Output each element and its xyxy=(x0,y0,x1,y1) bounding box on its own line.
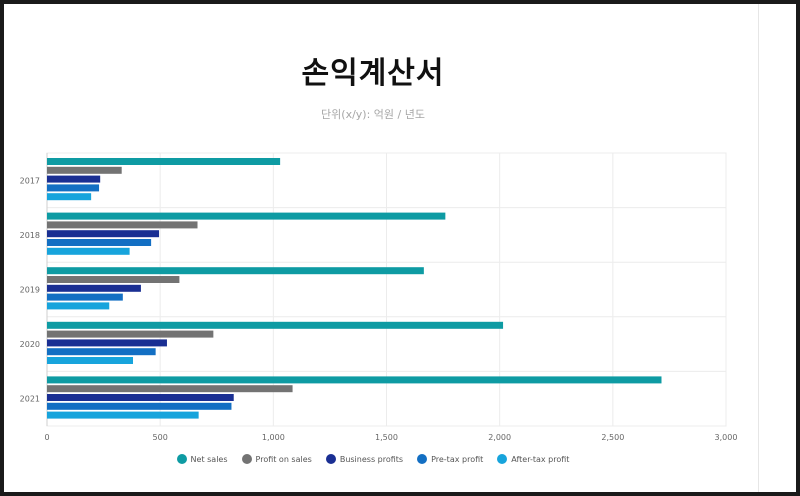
bar-profit-on-sales xyxy=(47,385,293,393)
bar-profit-on-sales xyxy=(47,221,198,229)
bar-business-profits xyxy=(47,284,141,292)
bar-pre-tax-profit xyxy=(47,184,100,192)
bar-business-profits xyxy=(47,230,160,238)
y-tick-label: 2018 xyxy=(20,231,40,240)
bar-business-profits xyxy=(47,394,234,401)
bar-profit-on-sales xyxy=(47,166,122,174)
chart-subtitle: 단위(x/y): 억원 / 년도 xyxy=(321,108,425,121)
legend-label: Profit on sales xyxy=(255,454,312,464)
legend-swatch xyxy=(417,454,428,464)
legend-item[interactable]: After-tax profit xyxy=(497,454,569,464)
bar-after-tax-profit xyxy=(47,302,110,310)
bar-pre-tax-profit xyxy=(47,293,123,301)
bar-net-sales xyxy=(47,158,281,165)
y-tick-label: 2020 xyxy=(20,340,40,349)
bar-pre-tax-profit xyxy=(47,348,156,356)
legend-label: Pre-tax profit xyxy=(431,454,484,464)
legend-swatch xyxy=(176,454,187,464)
bar-after-tax-profit xyxy=(47,247,130,255)
legend-swatch xyxy=(241,454,252,464)
legend-item[interactable]: Business profits xyxy=(325,454,404,464)
x-tick-label: 3,000 xyxy=(715,433,738,442)
x-tick-label: 1,500 xyxy=(375,433,398,442)
bar-after-tax-profit xyxy=(47,357,134,364)
legend-item[interactable]: Net sales xyxy=(176,454,228,464)
bar-profit-on-sales xyxy=(47,330,214,338)
x-tick-label: 500 xyxy=(153,433,168,442)
chart-title: 손익계산서 xyxy=(301,56,445,91)
bar-after-tax-profit xyxy=(47,193,92,201)
x-tick-label: 2,000 xyxy=(488,433,511,442)
legend-swatch xyxy=(497,454,508,464)
bar-pre-tax-profit xyxy=(47,239,152,246)
bar-business-profits xyxy=(47,175,101,183)
legend-item[interactable]: Pre-tax profit xyxy=(417,454,483,464)
legend-item[interactable]: Profit on sales xyxy=(241,454,312,464)
bar-net-sales xyxy=(47,321,504,329)
legend-swatch xyxy=(325,454,336,464)
legend-label: Business profits xyxy=(339,454,404,464)
legend-label: Net sales xyxy=(190,454,228,464)
y-tick-label: 2017 xyxy=(20,176,40,185)
legend-label: After-tax profit xyxy=(511,454,570,464)
chart-frame xyxy=(4,4,796,492)
y-tick-label: 2021 xyxy=(20,395,40,404)
bar-pre-tax-profit xyxy=(47,402,232,410)
bar-net-sales xyxy=(47,267,424,275)
bar-after-tax-profit xyxy=(47,411,199,419)
y-tick-label: 2019 xyxy=(20,286,40,295)
bar-business-profits xyxy=(47,339,167,347)
bar-net-sales xyxy=(47,212,446,220)
right-divider xyxy=(758,4,759,492)
x-tick-label: 1,000 xyxy=(262,433,285,442)
chart-legend: Net sales Profit on sales Business profits… xyxy=(0,454,746,464)
x-tick-label: 0 xyxy=(44,433,49,442)
bar-profit-on-sales xyxy=(47,276,180,283)
bar-net-sales xyxy=(47,376,662,384)
x-tick-label: 2,500 xyxy=(601,433,624,442)
